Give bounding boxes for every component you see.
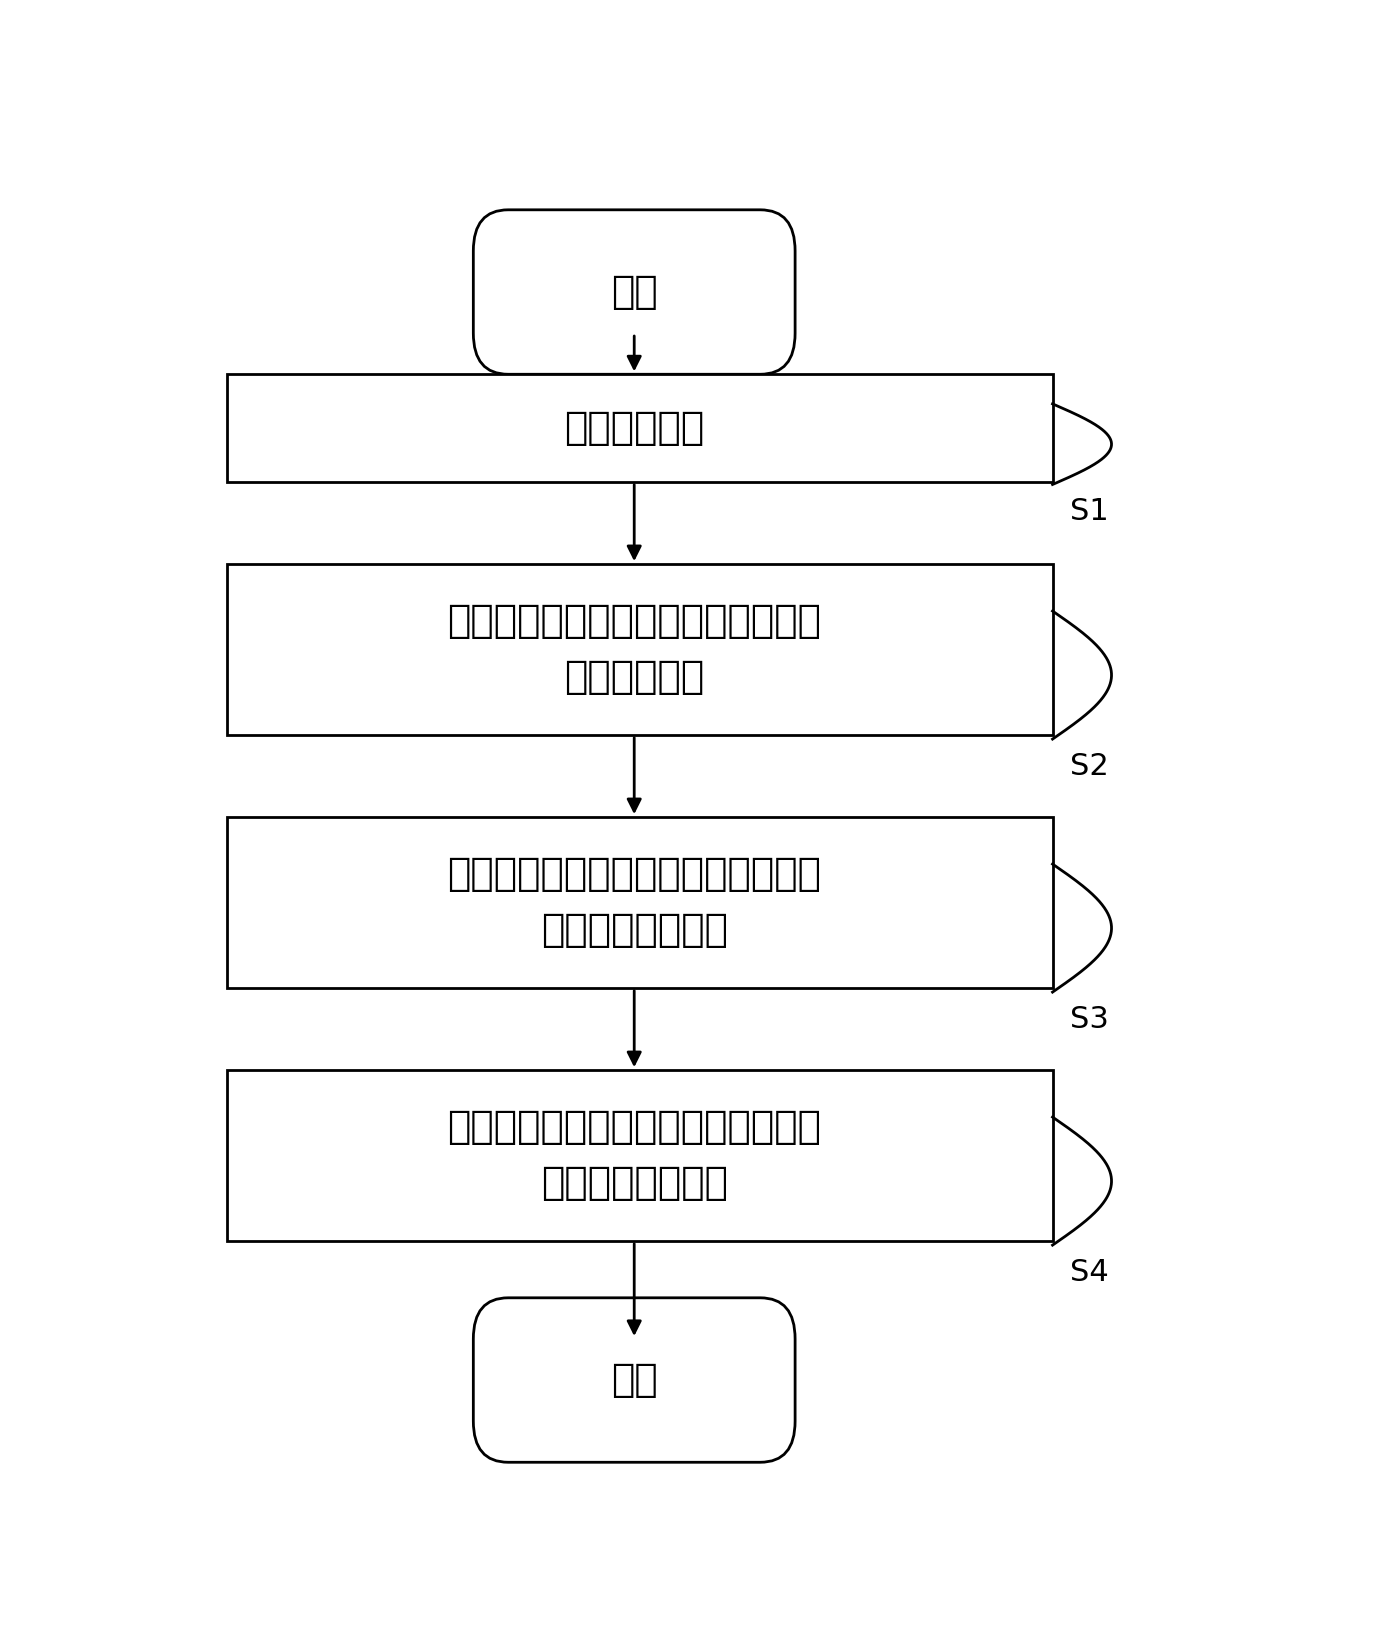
FancyBboxPatch shape <box>473 1298 796 1462</box>
Text: 根据微调后的请求数量对设备进行轮
询，得到轮询结果: 根据微调后的请求数量对设备进行轮 询，得到轮询结果 <box>447 1109 821 1203</box>
Text: S2: S2 <box>1070 752 1109 780</box>
Text: 获取轮询请求: 获取轮询请求 <box>565 409 704 447</box>
Text: 根据轮询请求对设备进行加锁轮询，
得到请求数量: 根据轮询请求对设备进行加锁轮询， 得到请求数量 <box>447 603 821 697</box>
Bar <box>227 817 1053 987</box>
FancyBboxPatch shape <box>473 210 796 375</box>
Text: 结束: 结束 <box>610 1360 657 1400</box>
Text: S4: S4 <box>1070 1259 1109 1286</box>
Bar <box>227 564 1053 734</box>
Text: 根据请求数量对设备进行微调，得到
微调后的请求数量: 根据请求数量对设备进行微调，得到 微调后的请求数量 <box>447 856 821 950</box>
Text: 开始: 开始 <box>610 273 657 311</box>
Bar <box>227 1070 1053 1240</box>
Text: S1: S1 <box>1070 498 1109 526</box>
Bar <box>227 375 1053 481</box>
Text: S3: S3 <box>1070 1006 1109 1033</box>
